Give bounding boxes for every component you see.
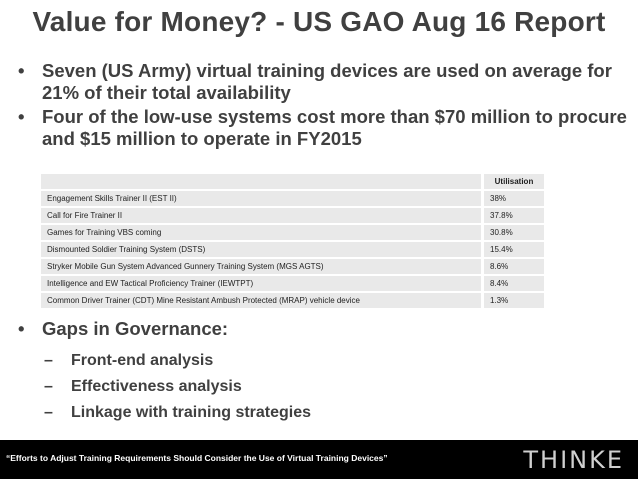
device-name: Games for Training VBS coming <box>41 225 481 240</box>
bullet-item: • Gaps in Governance: <box>18 318 628 340</box>
bullet-dot: • <box>18 60 25 81</box>
dash-glyph: – <box>44 378 53 395</box>
table-header-utilisation: Utilisation <box>481 174 544 189</box>
sub-item-text: Effectiveness analysis <box>71 378 242 395</box>
table-row: Stryker Mobile Gun System Advanced Gunne… <box>41 259 544 274</box>
utilisation-value: 8.6% <box>481 259 544 274</box>
table-row: Engagement Skills Trainer II (EST II) 38… <box>41 191 544 206</box>
device-name: Common Driver Trainer (CDT) Mine Resista… <box>41 293 481 308</box>
gaps-heading: Gaps in Governance: <box>42 318 229 339</box>
footer-bar: “Efforts to Adjust Training Requirements… <box>0 440 638 479</box>
sub-item: – Front-end analysis <box>44 348 311 374</box>
gaps-sublist: – Front-end analysis – Effectiveness ana… <box>44 348 311 426</box>
dash-glyph: – <box>44 352 53 369</box>
bullet-dot: • <box>18 318 25 339</box>
footer-quote: “Efforts to Adjust Training Requirements… <box>6 453 388 463</box>
bullet-text: Seven (US Army) virtual training devices… <box>42 60 612 103</box>
dash-glyph: – <box>44 404 53 421</box>
device-name: Stryker Mobile Gun System Advanced Gunne… <box>41 259 481 274</box>
utilisation-value: 37.8% <box>481 208 544 223</box>
table-header-blank <box>41 174 481 189</box>
utilisation-table: Utilisation Engagement Skills Trainer II… <box>41 172 544 310</box>
utilisation-value: 8.4% <box>481 276 544 291</box>
table-header-row: Utilisation <box>41 174 544 189</box>
bullet-item: • Four of the low-use systems cost more … <box>18 106 628 150</box>
utilisation-value: 15.4% <box>481 242 544 257</box>
table-row: Intelligence and EW Tactical Proficiency… <box>41 276 544 291</box>
bullet-text: Four of the low-use systems cost more th… <box>42 106 627 149</box>
bullet-list: • Seven (US Army) virtual training devic… <box>18 60 628 152</box>
sub-item: – Effectiveness analysis <box>44 374 311 400</box>
bullet-dot: • <box>18 106 25 127</box>
table-row: Games for Training VBS coming 30.8% <box>41 225 544 240</box>
device-name: Engagement Skills Trainer II (EST II) <box>41 191 481 206</box>
table-row: Call for Fire Trainer II 37.8% <box>41 208 544 223</box>
gaps-list: • Gaps in Governance: <box>18 318 628 340</box>
utilisation-value: 38% <box>481 191 544 206</box>
sub-item-text: Linkage with training strategies <box>71 404 312 421</box>
sub-item: – Linkage with training strategies <box>44 400 311 426</box>
device-name: Intelligence and EW Tactical Proficiency… <box>41 276 481 291</box>
device-name: Call for Fire Trainer II <box>41 208 481 223</box>
table-row: Dismounted Soldier Training System (DSTS… <box>41 242 544 257</box>
thinke-logo: THINKE <box>523 446 624 474</box>
table-row: Common Driver Trainer (CDT) Mine Resista… <box>41 293 544 308</box>
bullet-item: • Seven (US Army) virtual training devic… <box>18 60 628 104</box>
utilisation-value: 1.3% <box>481 293 544 308</box>
utilisation-value: 30.8% <box>481 225 544 240</box>
device-name: Dismounted Soldier Training System (DSTS… <box>41 242 481 257</box>
sub-item-text: Front-end analysis <box>71 352 214 369</box>
slide-title: Value for Money? - US GAO Aug 16 Report <box>32 6 606 37</box>
